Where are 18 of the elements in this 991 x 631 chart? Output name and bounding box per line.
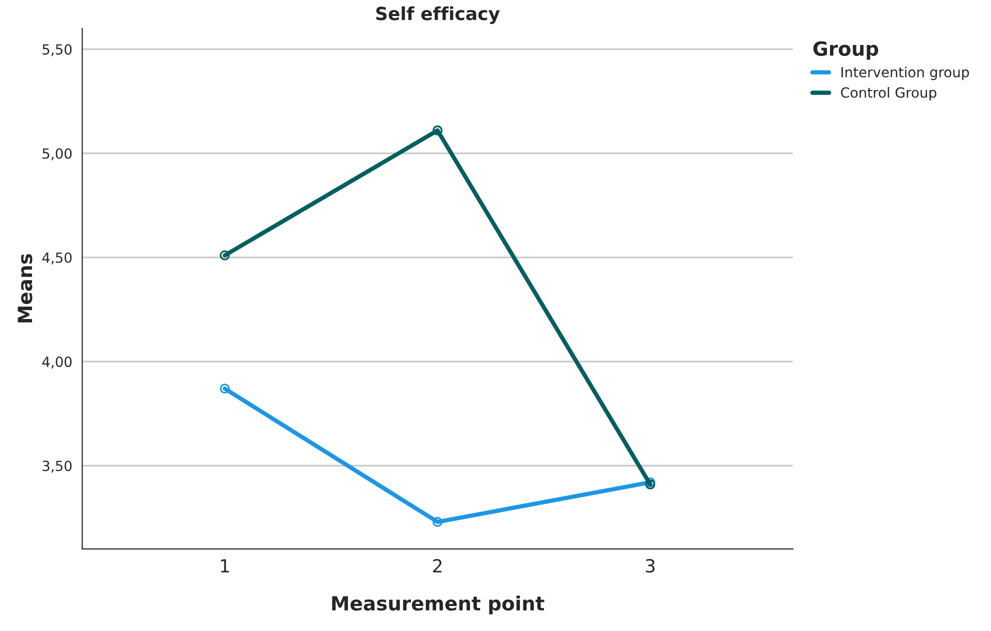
- legend-label: Control Group: [840, 87, 936, 100]
- point: [432, 516, 443, 527]
- point: [432, 125, 443, 136]
- y-tick-label: 4,50: [42, 252, 72, 264]
- x-axis-title: Measurement point: [332, 596, 544, 614]
- y-tick-label: 5,50: [42, 44, 72, 56]
- y-axis-title: Means: [18, 254, 32, 322]
- chart-title: Self efficacy: [376, 6, 500, 24]
- point: [220, 384, 230, 394]
- y-tick-label: 4,00: [42, 356, 72, 368]
- x-tick-label: 1: [221, 559, 229, 572]
- x-tick-label: 3: [646, 559, 655, 573]
- legend-label: Intervention group: [842, 66, 969, 80]
- legend-title: Group: [813, 41, 878, 60]
- y-tick-label: 3,50: [42, 460, 72, 473]
- point: [220, 250, 230, 260]
- y-tick-label: 5,00: [42, 148, 72, 160]
- x-tick-label: 2: [433, 559, 442, 572]
